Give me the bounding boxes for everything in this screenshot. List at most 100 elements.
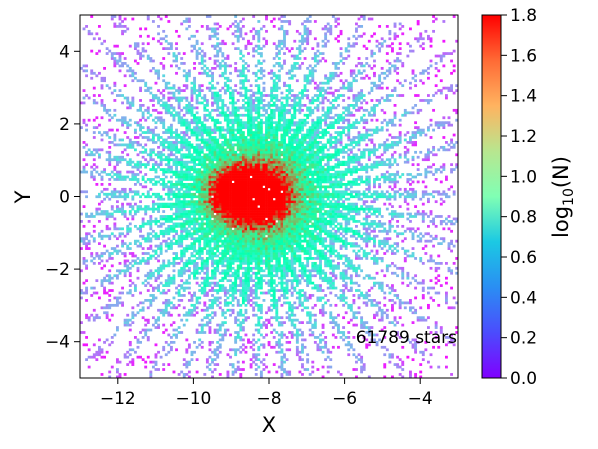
heatmap-cell (247, 338, 250, 342)
heatmap-cell (195, 57, 199, 60)
heatmap-cell (234, 259, 238, 263)
heatmap-cell (262, 104, 266, 107)
heatmap-cell (118, 249, 122, 253)
heatmap-cell (241, 299, 245, 302)
heatmap-cell (182, 163, 186, 167)
heatmap-cell (270, 308, 274, 312)
heatmap-cell (244, 150, 248, 154)
heatmap-cell (231, 197, 235, 201)
heatmap-cell (267, 257, 271, 260)
heatmap-cell (234, 143, 238, 147)
heatmap-cell (136, 257, 140, 260)
heatmap-cell (136, 178, 140, 181)
heatmap-cell (272, 281, 276, 285)
heatmap-cell (105, 192, 109, 196)
heatmap-cell (169, 131, 173, 134)
heatmap-cell (190, 358, 194, 362)
heatmap-cell (157, 133, 160, 137)
heatmap-cell (113, 52, 117, 55)
heatmap-cell (208, 128, 212, 132)
heatmap-cell (200, 217, 204, 221)
heatmap-cell (226, 141, 230, 144)
heatmap-cell (149, 232, 153, 236)
heatmap-cell (128, 163, 132, 167)
heatmap-cell (200, 183, 204, 186)
heatmap-cell (175, 210, 178, 213)
heatmap-cell (252, 94, 256, 97)
heatmap-cell (126, 27, 130, 31)
heatmap-cell (247, 261, 250, 265)
heatmap-cell (275, 224, 279, 228)
heatmap-cell (200, 237, 204, 241)
heatmap-cell (182, 202, 186, 206)
heatmap-cell (131, 173, 135, 176)
heatmap-cell (239, 34, 243, 38)
heatmap-cell (211, 370, 214, 374)
heatmap-cell (239, 207, 243, 211)
heatmap-cell (272, 74, 276, 78)
heatmap-cell (229, 148, 232, 152)
heatmap-cell (154, 232, 158, 236)
heatmap-cell (257, 104, 261, 107)
heatmap-cell (221, 311, 225, 315)
heatmap-cell (239, 27, 243, 31)
heatmap-cell (198, 155, 202, 159)
heatmap-cell (252, 163, 256, 167)
heatmap-cell (190, 99, 194, 102)
heatmap-cell (85, 128, 89, 132)
heatmap-cell (223, 128, 227, 132)
heatmap-cell (208, 145, 212, 149)
heatmap-cell (252, 200, 256, 204)
heatmap-cell (177, 237, 181, 241)
heatmap-cell (229, 173, 232, 176)
heatmap-cell (108, 128, 112, 132)
heatmap-cell (211, 150, 214, 154)
heatmap-cell (216, 269, 220, 273)
heatmap-cell (211, 239, 214, 243)
heatmap-cell (229, 163, 232, 167)
heatmap-cell (265, 118, 268, 122)
heatmap-cell (231, 224, 235, 228)
heatmap-cell (205, 128, 209, 132)
heatmap-cell (200, 160, 204, 164)
heatmap-cell (270, 183, 274, 186)
heatmap-cell (100, 284, 104, 287)
heatmap-cell (229, 242, 232, 246)
heatmap-cell (180, 96, 184, 100)
heatmap-cell (159, 111, 163, 115)
heatmap-cell (277, 192, 281, 196)
heatmap-cell (203, 143, 207, 147)
heatmap-cell (252, 123, 256, 127)
heatmap-cell (203, 99, 207, 102)
heatmap-cell (277, 178, 281, 181)
heatmap-cell (133, 173, 137, 176)
heatmap-cell (182, 197, 186, 201)
heatmap-cell (241, 242, 245, 246)
heatmap-cell (203, 237, 207, 241)
heatmap-cell (97, 207, 101, 211)
heatmap-cell (216, 64, 220, 68)
heatmap-cell (131, 160, 135, 164)
heatmap-cell (103, 210, 106, 213)
heatmap-cell (175, 224, 178, 228)
heatmap-cell (216, 281, 220, 285)
heatmap-cell (265, 220, 268, 223)
heatmap-cell (180, 318, 184, 322)
heatmap-cell (203, 286, 207, 290)
heatmap-cell (195, 200, 199, 204)
heatmap-cell (270, 224, 274, 228)
heatmap-cell (234, 257, 238, 260)
heatmap-cell (275, 227, 279, 231)
heatmap-cell (126, 126, 130, 129)
heatmap-cell (257, 138, 261, 142)
heatmap-cell (177, 133, 181, 137)
heatmap-cell (247, 215, 250, 218)
heatmap-cell (198, 249, 202, 253)
heatmap-cell (169, 205, 173, 208)
heatmap-cell (262, 207, 266, 211)
heatmap-cell (229, 25, 232, 28)
heatmap-cell (157, 326, 160, 329)
heatmap-cell (272, 183, 276, 186)
heatmap-cell (203, 52, 207, 55)
heatmap-cell (180, 136, 184, 139)
